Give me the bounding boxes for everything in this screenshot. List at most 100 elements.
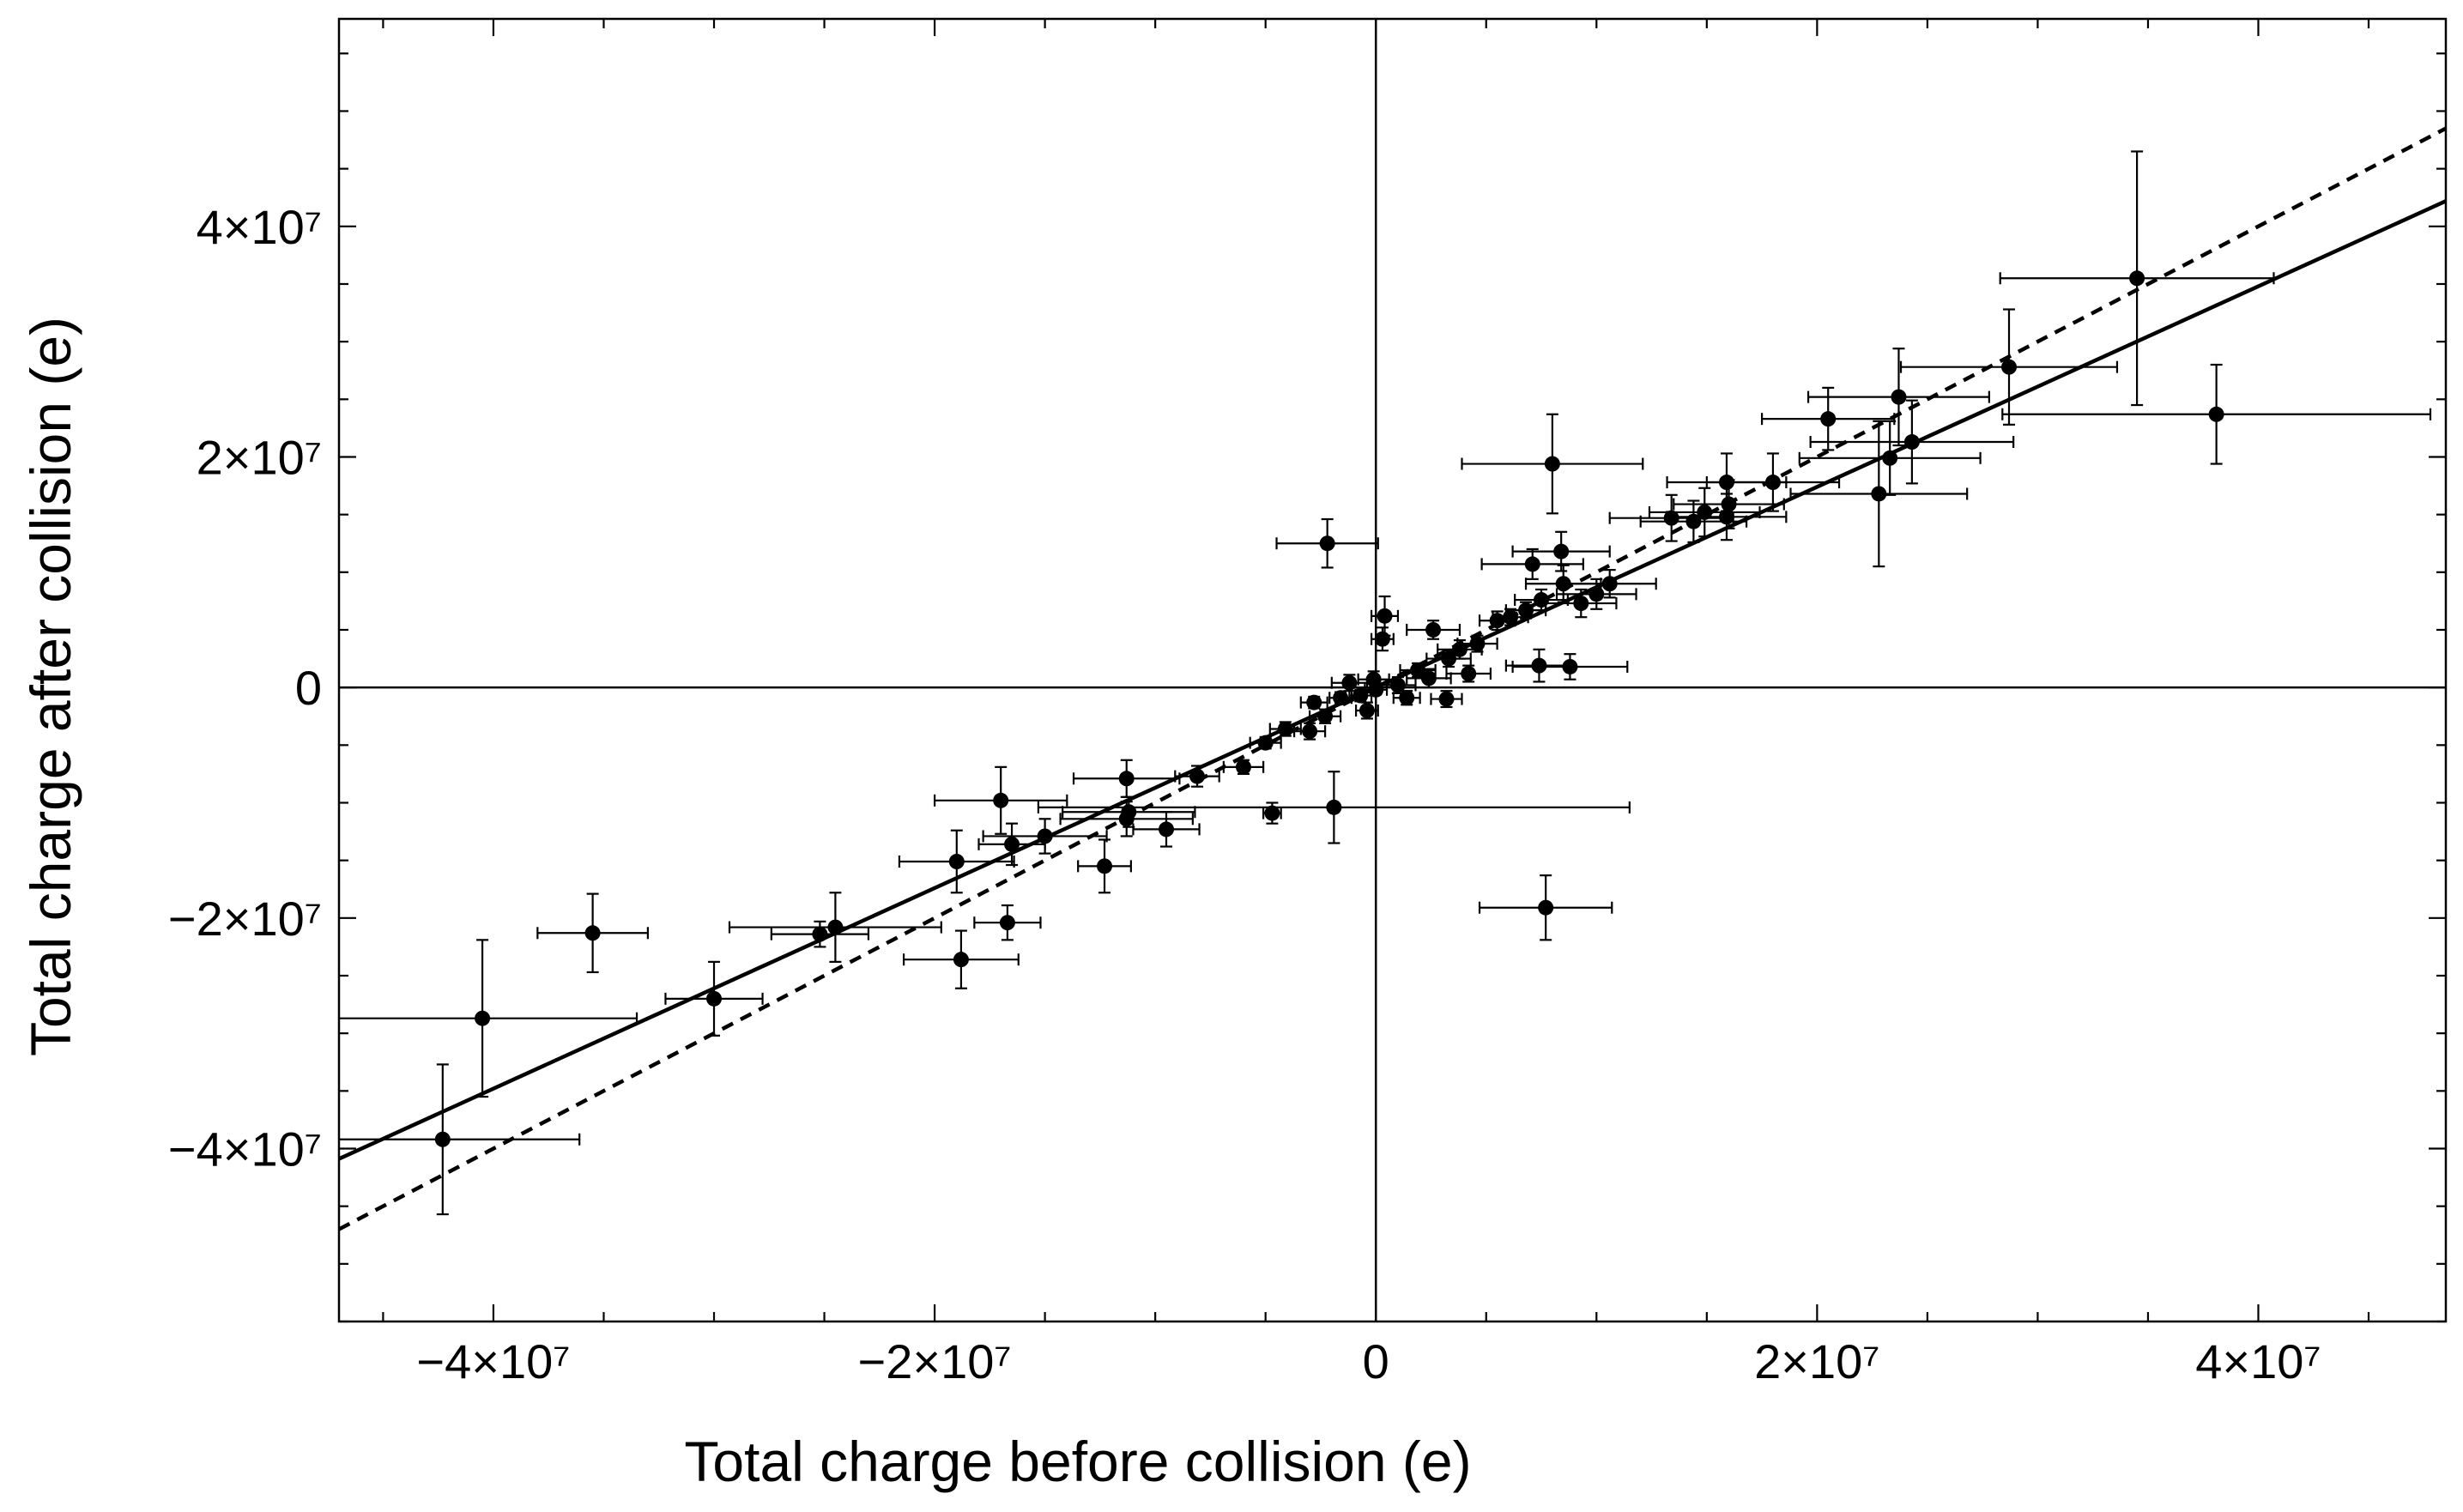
point-marker [2001,359,2018,375]
x-tick-label: −4×10⁷ [416,1334,570,1388]
point-marker [1326,799,1342,815]
data-point [1511,530,1611,572]
point-marker [1317,708,1334,724]
data-point [1406,620,1461,640]
data-point [1456,634,1498,653]
point-marker [1718,509,1734,525]
point-marker [475,1010,491,1026]
y-tick-label: −2×10⁷ [168,892,322,946]
data-point [1262,801,1282,825]
point-marker [1891,389,1907,405]
point-marker [1264,805,1280,821]
data-point [1249,735,1282,751]
point-marker [1461,666,1477,682]
data-point [1806,348,1990,447]
point-marker [434,1131,451,1147]
x-tick-label: 4×10⁷ [2195,1334,2321,1388]
point-marker [812,926,828,942]
point-marker [1573,596,1589,612]
point-marker [1277,721,1293,737]
point-marker [1441,650,1457,667]
data-point [1293,722,1327,741]
point-marker [1189,768,1205,784]
point-marker [1333,690,1349,706]
point-marker [1235,759,1251,775]
point-marker [1820,411,1837,427]
point-marker [1037,828,1053,844]
plot-border [337,17,2448,1323]
data-point [1798,420,1982,496]
point-marker [953,952,969,968]
point-marker [1377,608,1393,624]
data-point [1673,479,1785,529]
data-point [728,892,942,963]
point-marker [1410,662,1426,678]
y-tick-label: 0 [295,661,322,715]
point-marker [1451,641,1468,657]
data-point [339,939,638,1098]
point-marker [1306,694,1322,711]
plot-frame [337,17,2448,1323]
y-tick-label: 2×10⁷ [197,430,322,484]
identity-line [339,126,2446,1231]
data-point [1268,721,1302,737]
data-point [1461,413,1644,515]
point-marker [1544,456,1560,472]
data-point [1370,595,1400,637]
point-marker [1341,674,1358,691]
data-point [536,892,649,974]
data-point [1430,690,1463,709]
point-marker [1399,690,1415,706]
point-marker [1438,691,1455,707]
x-tick-label: 2×10⁷ [1754,1334,1879,1388]
point-marker [1562,658,1578,674]
data-point [973,904,1042,941]
point-marker [1374,631,1390,647]
data-point [1392,690,1421,706]
point-marker [1601,576,1618,592]
data-point [664,960,764,1037]
data-point [1399,662,1437,679]
point-marker [1871,486,1887,502]
data-point [1037,771,1631,844]
point-marker [2208,406,2224,422]
point-marker [1159,821,1175,838]
point-marker [1302,723,1318,740]
data-point [1511,653,1629,680]
point-marker [1524,556,1540,572]
data-point [1760,386,1896,451]
data-point [1072,759,1181,798]
point-marker [1319,535,1335,552]
data-point [1478,874,1613,941]
point-marker [706,990,723,1007]
point-marker [584,925,601,941]
point-marker [1503,609,1519,626]
y-tick-label: −4×10⁷ [168,1122,322,1176]
point-marker [1589,586,1605,602]
data-point [1899,308,2119,426]
point-marker [948,853,965,869]
data-point [1445,664,1492,683]
data-point [1809,399,2015,485]
data-point [1174,765,1220,788]
point-marker [1469,636,1486,652]
data-point [1222,759,1265,776]
x-axis-title: Total charge before collision (e) [684,1430,1471,1493]
data-point [1299,694,1328,711]
data-point [1480,547,1584,580]
data-point [1370,626,1395,652]
data-point [1132,811,1201,848]
data-point [902,929,1020,989]
point-marker [1531,657,1547,674]
y-tick-label: 4×10⁷ [197,200,322,254]
point-marker [1420,670,1437,686]
data-point [1077,838,1132,894]
data-point [1648,487,1761,538]
point-marker [2129,270,2145,287]
point-marker [1903,434,1920,451]
plot-area [339,19,2446,1321]
point-marker [827,919,844,935]
point-marker [1118,771,1135,787]
data-point [1504,601,1547,620]
point-marker [1882,450,1898,466]
